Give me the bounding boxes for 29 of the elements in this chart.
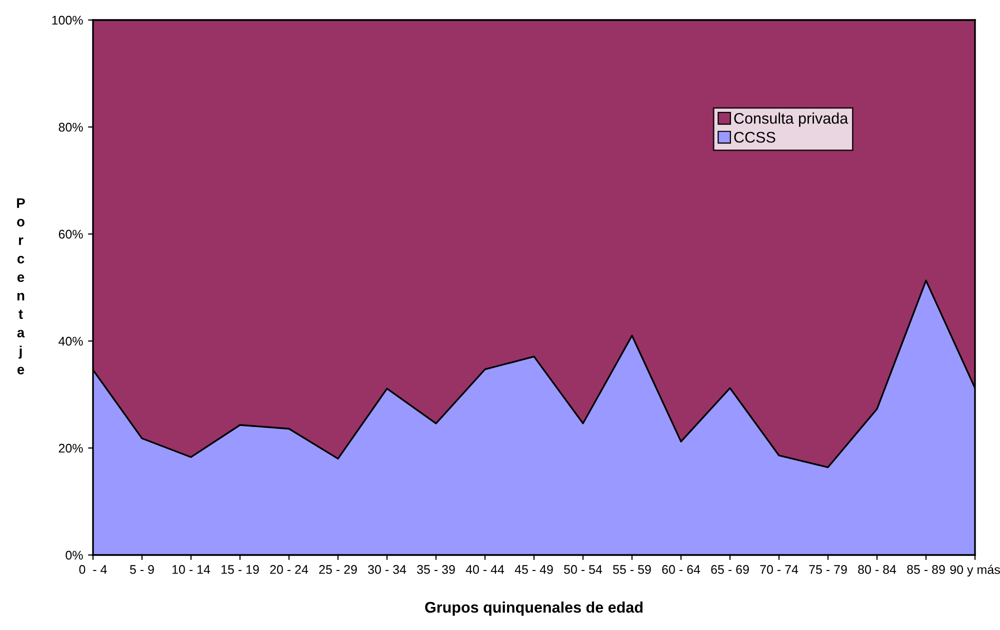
legend-label: Consulta privada	[734, 112, 848, 127]
x-tick-label: 60 - 64	[662, 565, 700, 574]
x-tick-label: 40 - 44	[466, 565, 504, 574]
x-tick-label: 70 - 74	[760, 565, 798, 574]
x-tick-label: 75 - 79	[809, 565, 847, 574]
x-tick-label: 80 - 84	[858, 565, 896, 574]
y-tick-label: 100%	[52, 16, 83, 25]
y-tick-label: 80%	[58, 122, 83, 132]
y-tick-label: 0%	[66, 550, 83, 560]
x-tick-label: 30 - 34	[368, 565, 406, 574]
x-tick-label: 85 - 89	[907, 565, 945, 574]
x-tick-label: 50 - 54	[564, 565, 602, 574]
x-tick-label: 90 y más	[950, 564, 1000, 577]
x-tick-label: 45 - 49	[514, 565, 553, 574]
x-tick-label: 0 - 4	[79, 565, 107, 574]
text: Porcentaje	[17, 198, 25, 374]
x-tick-label: 65 - 69	[711, 565, 749, 574]
x-axis-title: Grupos quinquenales de edad	[425, 602, 643, 616]
x-tick-label: 25 - 29	[319, 565, 357, 574]
legend-label: CCSS	[734, 132, 776, 143]
x-tick-label: 55 - 59	[613, 565, 651, 574]
y-tick-label: 20%	[58, 444, 83, 453]
y-tick-label: 60%	[58, 230, 83, 239]
x-tick-label: 15 - 19	[221, 565, 259, 574]
x-tick-label: 20 - 24	[270, 565, 308, 574]
x-tick-label: 5 - 9	[130, 565, 154, 574]
x-tick-label: 35 - 39	[417, 565, 455, 574]
x-tick-label: 10 - 14	[172, 565, 210, 574]
y-tick-label: 40%	[58, 336, 83, 346]
